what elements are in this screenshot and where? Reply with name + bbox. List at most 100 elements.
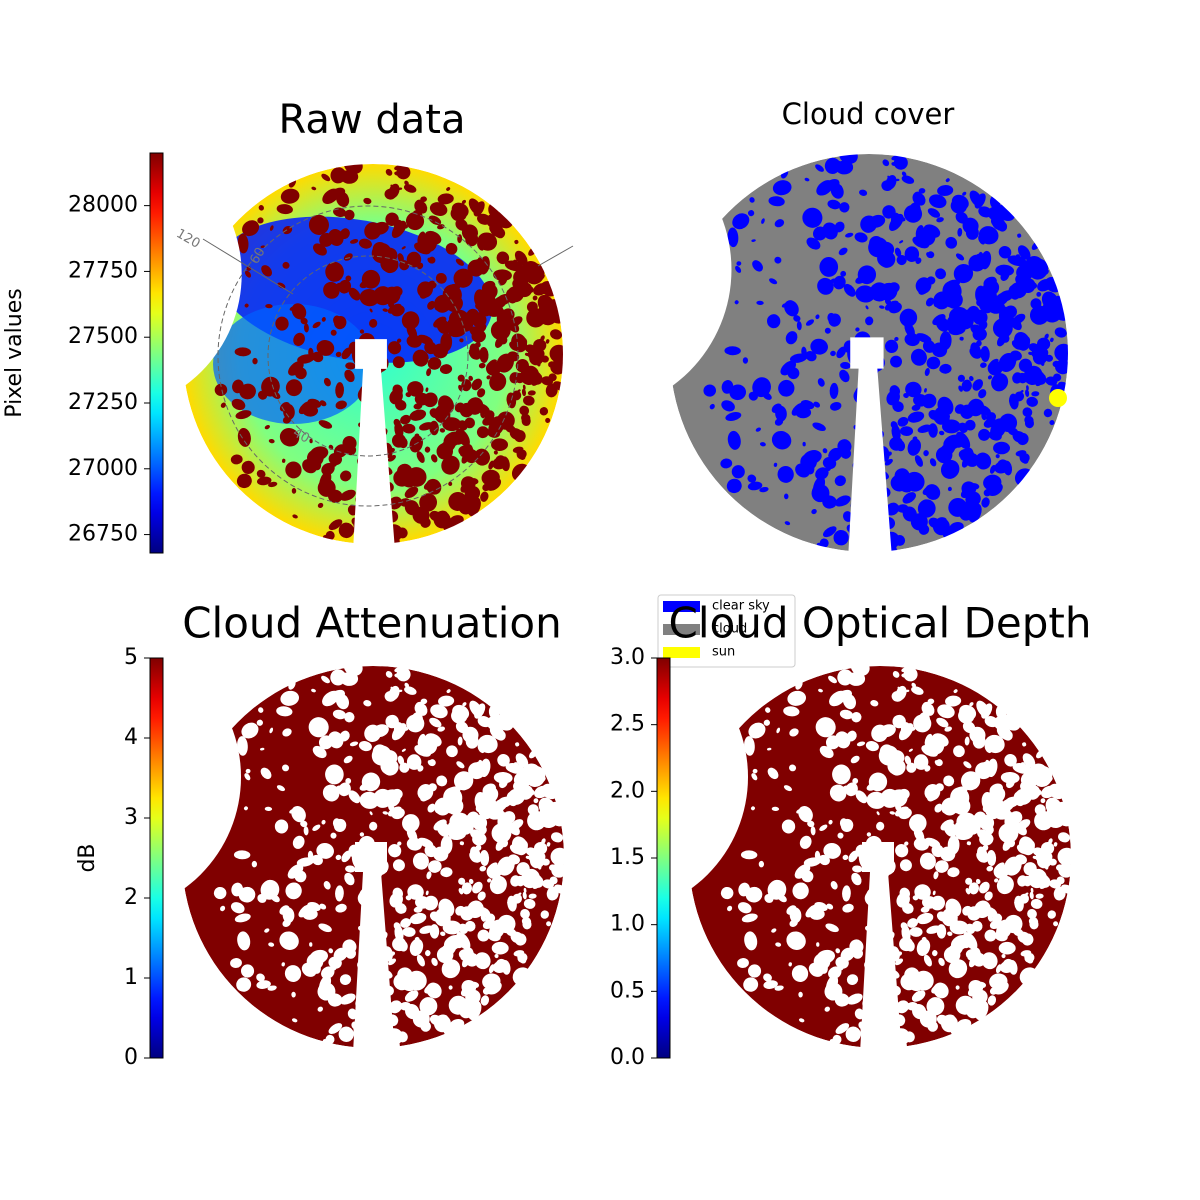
image-blob	[889, 1035, 895, 1041]
image-blob	[904, 471, 925, 492]
image-blob	[725, 412, 742, 421]
image-blob	[866, 380, 875, 396]
image-blob	[826, 975, 839, 994]
image-blob	[918, 281, 931, 295]
image-blob	[374, 1040, 384, 1050]
image-blob	[460, 954, 469, 961]
image-blob	[549, 864, 556, 871]
image-blob	[738, 882, 751, 897]
image-blob	[429, 202, 448, 216]
image-blob	[399, 762, 410, 773]
image-blob	[893, 1027, 902, 1036]
image-blob	[372, 511, 381, 519]
image-blob	[527, 390, 536, 396]
image-blob	[382, 308, 388, 312]
image-blob	[924, 388, 927, 393]
colorbar-tick-label: 27750	[68, 258, 138, 283]
image-blob	[495, 713, 514, 731]
image-blob	[475, 302, 483, 310]
image-blob	[387, 806, 402, 817]
image-blob	[838, 965, 844, 971]
image-blob	[999, 960, 1015, 973]
image-blob	[373, 453, 386, 472]
image-blob	[343, 658, 363, 676]
image-blob	[432, 846, 449, 862]
image-blob	[319, 471, 332, 490]
image-blob	[439, 428, 446, 433]
legend-swatch	[663, 601, 700, 612]
image-blob	[539, 407, 549, 416]
image-blob	[749, 197, 755, 203]
image-blob	[809, 908, 825, 920]
image-blob	[815, 314, 820, 320]
image-blob	[771, 806, 780, 812]
image-blob	[774, 418, 784, 426]
image-blob	[316, 843, 334, 859]
image-blob	[817, 277, 834, 295]
image-blob	[230, 454, 243, 465]
image-blob	[771, 430, 792, 450]
image-blob	[1012, 763, 1032, 774]
image-blob	[737, 780, 745, 787]
image-blob	[519, 405, 530, 416]
image-blob	[842, 885, 851, 902]
image-blob	[869, 457, 882, 476]
image-blob	[1024, 892, 1029, 896]
image-blob	[933, 871, 939, 880]
image-blob	[545, 383, 558, 398]
image-blob	[825, 923, 839, 933]
image-blob	[961, 481, 977, 496]
image-blob	[523, 898, 536, 909]
image-blob	[344, 194, 348, 199]
image-blob	[242, 220, 260, 237]
image-blob	[420, 898, 426, 903]
image-blob	[994, 292, 1009, 306]
image-blob	[720, 886, 734, 900]
image-blob	[880, 972, 893, 982]
image-blob	[751, 239, 756, 242]
image-blob	[752, 768, 758, 774]
image-blob	[462, 702, 467, 707]
image-blob	[1018, 358, 1033, 372]
image-blob	[426, 982, 442, 999]
image-blob	[341, 1030, 350, 1037]
image-blob	[321, 675, 330, 684]
image-blob	[907, 725, 916, 731]
image-blob	[355, 997, 364, 1008]
image-blob	[467, 900, 484, 919]
image-blob	[892, 671, 900, 678]
image-blob	[890, 946, 900, 962]
image-blob	[394, 673, 400, 678]
image-blob	[1014, 901, 1022, 907]
image-blob	[370, 883, 379, 899]
image-blob	[234, 913, 251, 923]
image-blob	[860, 674, 865, 683]
image-blob	[515, 875, 526, 887]
image-blob	[335, 903, 347, 913]
image-blob	[747, 210, 755, 217]
image-blob	[784, 300, 799, 317]
image-blob	[933, 982, 949, 999]
image-blob	[302, 908, 318, 920]
image-blob	[904, 333, 920, 347]
image-blob	[826, 903, 834, 910]
image-blob	[924, 733, 933, 748]
image-blob	[861, 369, 870, 377]
image-blob	[338, 279, 352, 294]
image-blob	[1032, 872, 1051, 888]
image-blob	[370, 379, 379, 396]
image-blob	[747, 481, 763, 491]
image-blob	[899, 426, 914, 437]
image-blob	[378, 428, 388, 438]
image-blob	[927, 208, 941, 218]
image-blob	[1026, 385, 1029, 391]
colorbar-label: Pixel values	[2, 288, 27, 417]
image-blob	[358, 238, 372, 249]
colorbar-tick-label: 1.5	[610, 845, 645, 870]
image-blob	[996, 724, 1008, 736]
image-blob	[709, 403, 715, 410]
image-blob	[358, 422, 364, 428]
image-blob	[876, 284, 881, 292]
image-blob	[895, 1000, 910, 1014]
